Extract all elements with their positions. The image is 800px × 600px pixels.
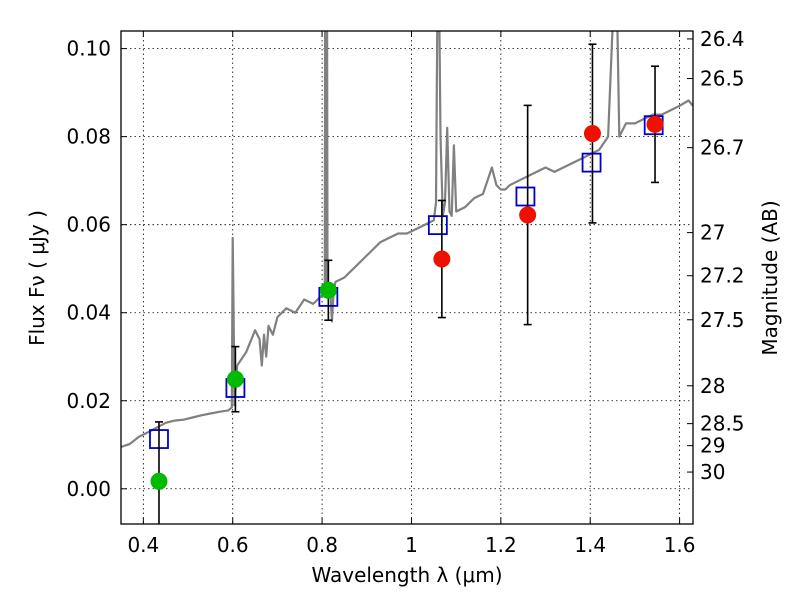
magnitude-tick-label: 26.5 — [700, 67, 745, 91]
y-tick-label: 0.08 — [66, 125, 111, 149]
y-tick-label: 0.02 — [66, 389, 111, 413]
plot-frame — [120, 30, 694, 525]
model-square-marker — [581, 152, 602, 173]
data-point — [433, 250, 451, 268]
x-tick-label: 0.8 — [306, 533, 338, 557]
data-point — [319, 281, 337, 299]
magnitude-tick-label: 30 — [700, 460, 725, 484]
data-point — [583, 125, 601, 143]
y-axis-label: Flux Fν ( μJy ) — [25, 210, 49, 346]
x-tick-label: 0.6 — [217, 533, 249, 557]
x-tick-label: 1.6 — [664, 533, 696, 557]
magnitude-tick-label: 29 — [700, 434, 725, 458]
data-point — [646, 115, 664, 133]
x-tick-label: 1 — [405, 533, 418, 557]
data-point — [519, 206, 537, 224]
magnitude-tick-label: 27 — [700, 221, 725, 245]
x-tick-label: 1.4 — [574, 533, 606, 557]
magnitude-tick-label: 27.5 — [700, 308, 745, 332]
y-tick-label: 0.10 — [66, 37, 111, 61]
magnitude-tick-label: 27.2 — [700, 264, 745, 288]
magnitude-tick-label: 26.7 — [700, 136, 745, 160]
data-point — [150, 472, 168, 490]
y-tick-label: 0.04 — [66, 301, 111, 325]
marker-layer — [149, 43, 664, 524]
data-point — [226, 370, 244, 388]
x-tick-label: 0.4 — [127, 533, 159, 557]
model-square-marker — [515, 186, 536, 207]
magnitude-tick-label: 28.5 — [700, 412, 745, 436]
y-tick-label: 0.06 — [66, 213, 111, 237]
y-axis-right-label: Magnitude (AB) — [758, 200, 782, 355]
ticks: 0.4 0.6 0.8 1 1.2 1.4 1.6 0.00 0.02 0.04 0.06 0.08 0… — [66, 27, 744, 557]
magnitude-tick-label: 26.4 — [700, 27, 745, 51]
magnitude-tick-label: 28 — [700, 374, 725, 398]
x-axis-label: Wavelength λ (μm) — [311, 563, 502, 587]
plot-background — [121, 31, 693, 524]
x-tick-label: 1.2 — [485, 533, 517, 557]
y-tick-label: 0.00 — [66, 477, 111, 501]
model-square-marker — [427, 215, 448, 236]
grid — [121, 31, 693, 524]
